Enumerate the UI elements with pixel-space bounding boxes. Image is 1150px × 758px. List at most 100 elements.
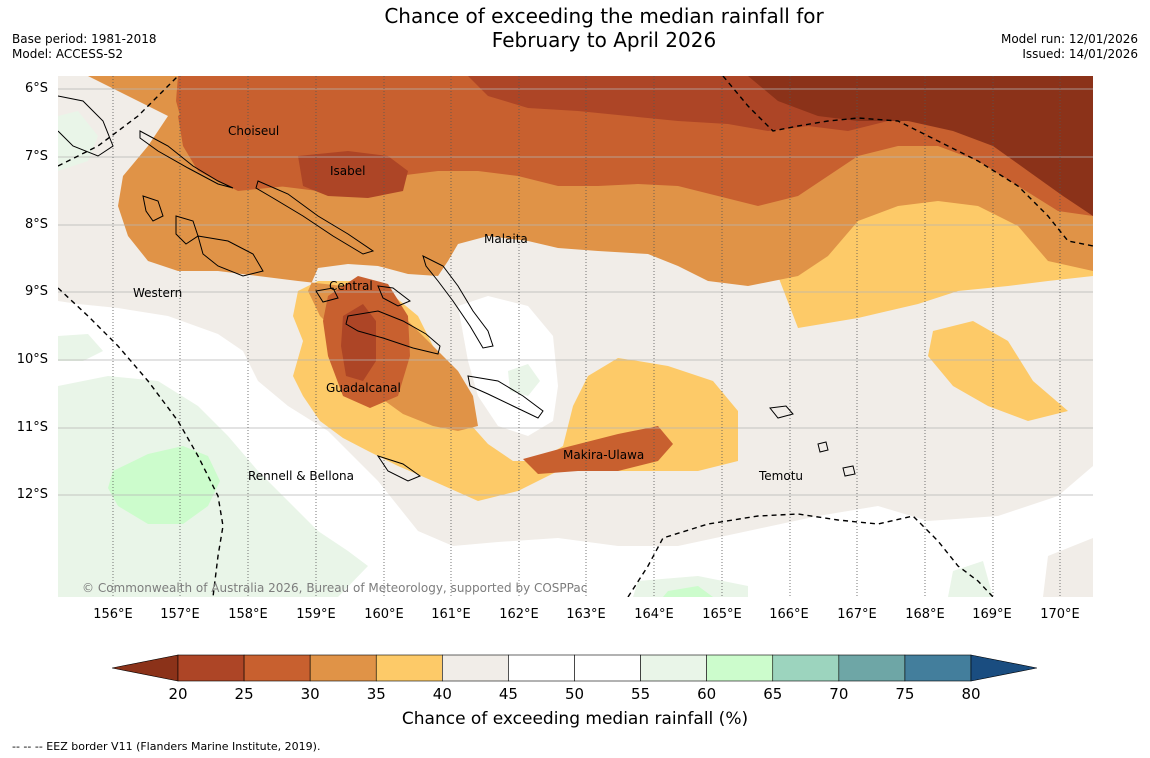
lat-label-11s: 11°S [16, 420, 48, 435]
colorbar-under-arrow [111, 654, 179, 682]
zone-60-65 [108, 446, 220, 524]
bougainville-outline [58, 95, 114, 157]
colorbar-tick-label: 25 [234, 685, 254, 703]
vanikoro-outline [769, 405, 794, 419]
lon-label-162e: 162°E [499, 607, 539, 622]
colorbar-bin [838, 654, 906, 682]
colorbar-bin [640, 654, 707, 682]
meta-right: Model run: 12/01/2026 Issued: 14/01/2026 [1001, 32, 1138, 62]
colorbar-bin [177, 654, 245, 682]
lon-label-158e: 158°E [228, 607, 268, 622]
colorbar-over-arrow [970, 654, 1038, 682]
zone-55-60-guadal-e [508, 364, 540, 396]
eez-border [58, 76, 1093, 597]
meta-left: Base period: 1981-2018 Model: ACCESS-S2 [12, 32, 157, 62]
place-label-makira-ulawa: Makira-Ulawa [563, 448, 645, 462]
lon-label-165e: 165°E [702, 607, 742, 622]
zone-35-40 [58, 76, 1093, 501]
colorbar-bin [772, 654, 840, 682]
lat-label-9s: 9°S [24, 284, 48, 299]
guadalcanal-outline [345, 310, 441, 355]
model-name: Model: ACCESS-S2 [12, 47, 124, 61]
lon-label-166e: 166°E [769, 607, 809, 622]
zone-55-60-s [633, 576, 748, 597]
lon-label-170e: 170°E [1040, 607, 1080, 622]
lat-label-6s: 6°S [24, 81, 48, 96]
colorbar-bin [574, 654, 641, 682]
zone-30-35-makira [523, 426, 673, 474]
colorbar-svg [111, 654, 1038, 682]
zone-20-25-guadalcanal [341, 304, 376, 381]
map-title: Chance of exceeding the median rainfall … [300, 4, 908, 52]
place-label-temotu: Temotu [759, 469, 804, 483]
issued-date: Issued: 14/01/2026 [1022, 47, 1138, 61]
zone-55-60-nw [58, 111, 98, 171]
copyright-notice: © Commonwealth of Australia 2026, Bureau… [82, 581, 588, 595]
colorbar-tick-label: 30 [300, 685, 320, 703]
new-georgia-3-outline [197, 235, 264, 277]
colorbar-tick-label: 35 [366, 685, 386, 703]
place-label-rennell-bellona: Rennell & Bellona [248, 469, 355, 483]
lat-gridlines [58, 88, 1093, 496]
colorbar-tick-label: 70 [829, 685, 849, 703]
zone-55-60-w [58, 334, 103, 361]
colorbar-tick-label: 45 [498, 685, 518, 703]
new-georgia-2-outline [175, 215, 199, 245]
zone-40-45-se [1043, 538, 1093, 597]
coastlines [58, 95, 856, 482]
title-line-1: Chance of exceeding the median rainfall … [384, 4, 824, 28]
colorbar-tick-label: 80 [961, 685, 981, 703]
lon-label-160e: 160°E [364, 607, 404, 622]
zone-35-40-east [928, 321, 1068, 421]
colorbar-title: Chance of exceeding median rainfall (%) [401, 709, 749, 729]
colorbar [111, 652, 1038, 686]
lon-label-169e: 169°E [972, 607, 1012, 622]
zone-60-65-s [663, 586, 713, 597]
lat-label-10s: 10°S [16, 352, 48, 367]
colorbar-bin [904, 654, 972, 682]
makira-outline [467, 375, 544, 419]
colorbar-bin [309, 654, 377, 682]
lon-label-163e: 163°E [566, 607, 606, 622]
colorbar-bin [508, 654, 575, 682]
colorbar-tick-label: 40 [432, 685, 452, 703]
lon-label-156e: 156°E [93, 607, 133, 622]
model-run: Model run: 12/01/2026 [1000, 32, 1138, 46]
rennell-outline [376, 455, 422, 482]
lon-label-161e: 161°E [431, 607, 471, 622]
tikopia-outline [842, 465, 856, 477]
colorbar-bin [243, 654, 311, 682]
zone-25-30-choiseul [178, 86, 318, 191]
lon-label-157e: 157°E [160, 607, 200, 622]
lon-label-164e: 164°E [634, 607, 674, 622]
rainfall-map-svg [58, 76, 1093, 597]
lon-label-167e: 167°E [837, 607, 877, 622]
central-isl-outline [377, 285, 411, 307]
zone-below-20 [748, 76, 1093, 216]
colorbar-tick-label: 60 [697, 685, 717, 703]
colorbar-tick-label: 65 [763, 685, 783, 703]
lat-label-12s: 12°S [16, 487, 48, 502]
colorbar-tick-label: 75 [895, 685, 915, 703]
temotu-isl-outline [817, 441, 829, 453]
place-label-malaita: Malaita [484, 232, 528, 246]
colorbar-tick-label: 55 [631, 685, 651, 703]
place-label-guadalcanal: Guadalcanal [326, 381, 401, 395]
eez-footnote: -- -- -- EEZ border V11 (Flanders Marine… [12, 740, 321, 753]
lon-label-159e: 159°E [296, 607, 336, 622]
base-period: Base period: 1981-2018 [12, 32, 157, 46]
zone-55-60-se [948, 561, 993, 597]
colorbar-bin [706, 654, 774, 682]
isabel-outline [255, 180, 375, 255]
place-label-central: Central [329, 279, 373, 293]
colorbar-tick-label: 50 [564, 685, 585, 703]
place-label-isabel: Isabel [330, 164, 366, 178]
colorbar-bin [375, 654, 443, 682]
place-label-choiseul: Choiseul [228, 124, 280, 138]
florida-outline [315, 287, 339, 303]
title-line-2: February to April 2026 [491, 28, 717, 52]
lat-label-8s: 8°S [24, 217, 48, 232]
colorbar-tick-label: 20 [168, 685, 188, 703]
lon-label-168e: 168°E [905, 607, 945, 622]
place-label-western: Western [133, 286, 183, 300]
